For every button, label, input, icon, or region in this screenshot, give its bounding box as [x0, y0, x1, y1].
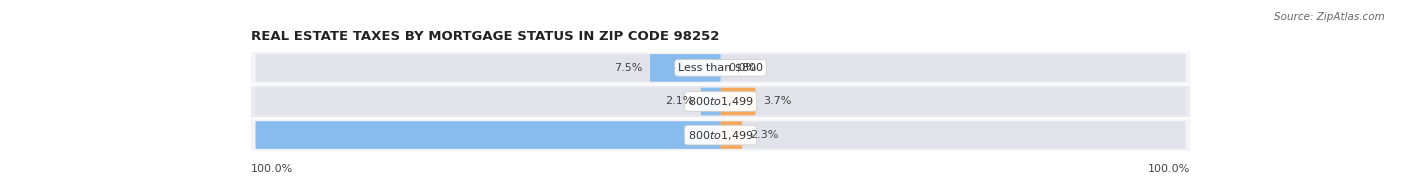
Text: $800 to $1,499: $800 to $1,499: [688, 129, 754, 142]
FancyBboxPatch shape: [721, 88, 755, 115]
Text: Less than $800: Less than $800: [678, 63, 763, 73]
FancyBboxPatch shape: [721, 121, 742, 149]
Text: 7.5%: 7.5%: [614, 63, 643, 73]
Text: Source: ZipAtlas.com: Source: ZipAtlas.com: [1274, 12, 1385, 22]
Text: 2.1%: 2.1%: [665, 96, 693, 106]
Text: 100.0%: 100.0%: [1149, 164, 1191, 174]
FancyBboxPatch shape: [256, 121, 721, 149]
Text: 100.0%: 100.0%: [250, 164, 292, 174]
Text: REAL ESTATE TAXES BY MORTGAGE STATUS IN ZIP CODE 98252: REAL ESTATE TAXES BY MORTGAGE STATUS IN …: [250, 30, 720, 43]
FancyBboxPatch shape: [250, 86, 1191, 117]
FancyBboxPatch shape: [256, 121, 1185, 149]
FancyBboxPatch shape: [256, 88, 1185, 115]
Text: 3.7%: 3.7%: [763, 96, 792, 106]
FancyBboxPatch shape: [250, 119, 1191, 151]
FancyBboxPatch shape: [700, 88, 721, 115]
FancyBboxPatch shape: [650, 54, 721, 82]
FancyBboxPatch shape: [256, 54, 1185, 82]
Text: 2.3%: 2.3%: [749, 130, 778, 140]
Text: $800 to $1,499: $800 to $1,499: [688, 95, 754, 108]
FancyBboxPatch shape: [250, 52, 1191, 84]
Text: 0.0%: 0.0%: [728, 63, 756, 73]
